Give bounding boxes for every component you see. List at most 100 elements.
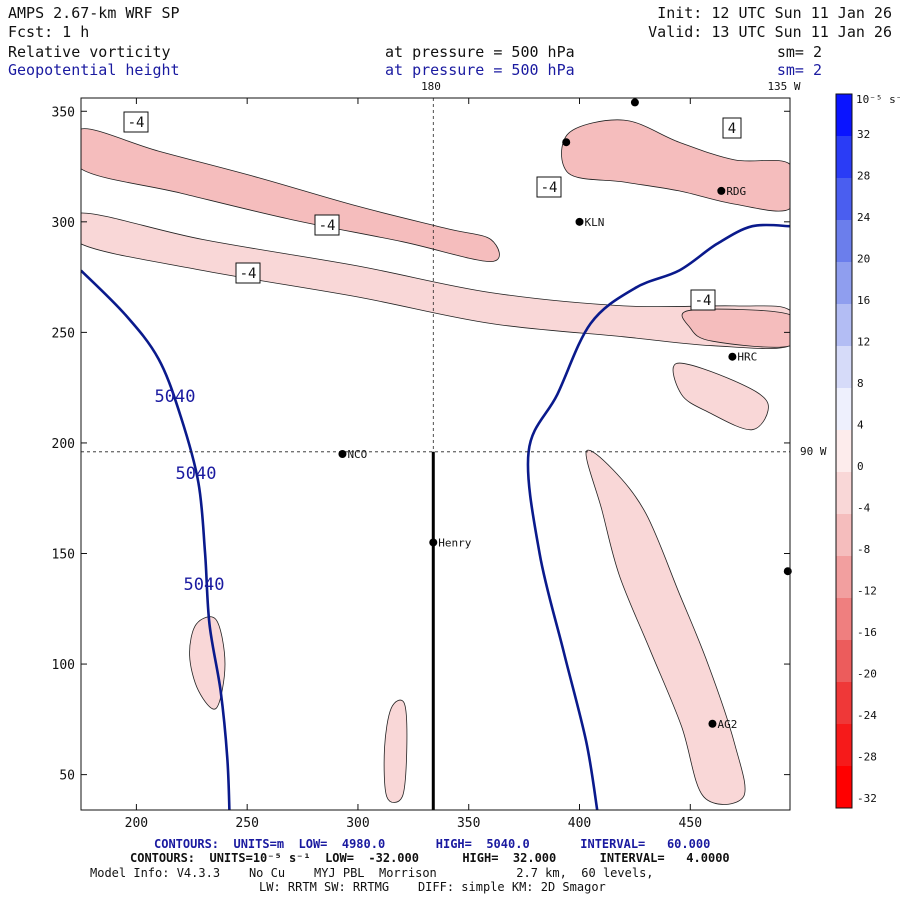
colorbar-swatch [836, 94, 852, 137]
svg-text:-4: -4 [541, 180, 558, 196]
plot-area: NCO Henry KLN RDG HRC AG2 -4 -4 -4 -4 -4 [52, 97, 792, 831]
y-tick-label: 350 [52, 105, 75, 120]
colorbar: 10⁻⁵ s⁻¹ 32 28 24 20 16 12 8 4 0 -4 -8 -12 -16 -20 -24… [835, 93, 900, 809]
y-tick-label: 300 [52, 216, 75, 231]
station-dot [338, 450, 347, 458]
lon-90w-label: 90 W [800, 445, 827, 458]
y-tick-label: 150 [52, 548, 75, 563]
field1-smoothing: sm= 2 [777, 43, 822, 61]
vorticity-bands [81, 119, 790, 805]
colorbar-swatch [836, 766, 852, 809]
init-time: Init: 12 UTC Sun 11 Jan 26 [657, 4, 892, 22]
colorbar-swatch [836, 598, 852, 641]
height-contour-5040 [526, 223, 790, 810]
colorbar-unit: 10⁻⁵ s⁻¹ [856, 93, 900, 106]
x-axis: 200 250 300 350 400 450 [125, 98, 702, 831]
svg-text:-4: -4 [319, 218, 336, 234]
vorticity-band [672, 362, 769, 431]
colorbar-swatch [836, 136, 852, 179]
height-contours [81, 223, 790, 810]
y-axis: 50 100 150 200 250 300 350 [52, 105, 790, 784]
colorbar-swatch [836, 304, 852, 347]
footer-physics: LW: RRTM SW: RRTMG DIFF: simple KM: 2D S… [259, 880, 606, 894]
height-labels: 5040 5040 5040 [155, 387, 225, 595]
lon-135w-label: 135 W [767, 80, 800, 93]
colorbar-swatch [836, 262, 852, 305]
colorbar-swatch [836, 514, 852, 557]
colorbar-swatch [836, 388, 852, 431]
colorbar-swatch [836, 640, 852, 683]
vorticity-band [681, 308, 790, 348]
footer-vorticity-contours: CONTOURS: UNITS=10⁻⁵ s⁻¹ LOW= -32.000 HI… [130, 851, 730, 865]
colorbar-tick-label: -32 [857, 792, 877, 805]
contour-label: -4 [314, 214, 340, 236]
y-tick-label: 250 [52, 326, 75, 341]
station-dot [630, 98, 639, 107]
station-dot [562, 138, 571, 147]
field1-level: at pressure = 500 hPa [385, 43, 575, 61]
valid-time: Valid: 13 UTC Sun 11 Jan 26 [648, 23, 892, 41]
colorbar-swatch [836, 346, 852, 389]
colorbar-swatch [836, 472, 852, 515]
footer-height-contours: CONTOURS: UNITS=m LOW= 4980.0 HIGH= 5040… [154, 837, 710, 851]
contour-label: 4 [722, 117, 742, 139]
colorbar-tick-label: 0 [857, 460, 864, 473]
x-tick-label: 450 [679, 816, 702, 831]
station-dot [728, 352, 737, 361]
colorbar-swatch [836, 556, 852, 599]
x-tick-label: 200 [125, 816, 148, 831]
height-label: 5040 [176, 464, 217, 484]
field1-name: Relative vorticity [8, 43, 171, 61]
height-label: 5040 [184, 575, 225, 595]
station-dot [708, 719, 717, 728]
forecast-hour: Fcst: 1 h [8, 23, 89, 41]
footer-model-info: Model Info: V4.3.3 No Cu MYJ PBL Morriso… [90, 866, 654, 880]
station-dot [783, 567, 792, 576]
field2-level: at pressure = 500 hPa [385, 61, 575, 79]
colorbar-tick-label: 16 [857, 294, 870, 307]
x-tick-label: 300 [346, 816, 369, 831]
y-tick-label: 50 [59, 769, 75, 784]
vorticity-band [81, 212, 790, 349]
y-tick-label: 200 [52, 437, 75, 452]
station-dot [717, 186, 726, 195]
station-label: AG2 [717, 718, 737, 731]
contour-label: -4 [536, 176, 562, 198]
contour-label: -4 [235, 262, 261, 284]
colorbar-swatch [836, 724, 852, 767]
vorticity-band [561, 119, 790, 212]
x-tick-label: 400 [568, 816, 591, 831]
colorbar-tick-label: -28 [857, 751, 877, 764]
colorbar-tick-label: -16 [857, 626, 877, 639]
field2-name: Geopotential height [8, 61, 180, 79]
colorbar-tick-label: -12 [857, 585, 877, 598]
svg-text:-4: -4 [695, 293, 712, 309]
x-tick-label: 250 [235, 816, 258, 831]
colorbar-swatch [836, 430, 852, 473]
station-label: Henry [438, 536, 471, 549]
svg-text:-4: -4 [240, 266, 257, 282]
colorbar-tick-label: 12 [857, 336, 870, 349]
colorbar-tick-label: -24 [857, 709, 877, 722]
colorbar-tick-label: 20 [857, 253, 870, 266]
vorticity-band [189, 616, 226, 710]
height-contour-5040 [81, 269, 231, 810]
colorbar-tick-label: -8 [857, 543, 870, 556]
colorbar-swatch [836, 178, 852, 221]
contour-labels: -4 -4 -4 -4 -4 4 [123, 111, 742, 311]
station-dot [429, 538, 438, 547]
y-tick-label: 100 [52, 658, 75, 673]
station-label: RDG [726, 185, 746, 198]
colorbar-tick-label: -20 [857, 668, 877, 681]
model-title: AMPS 2.67-km WRF SP [8, 4, 180, 22]
station-label: HRC [737, 351, 757, 364]
station-label: NCO [347, 448, 367, 461]
colorbar-tick-label: 28 [857, 170, 870, 183]
x-tick-label: 350 [457, 816, 480, 831]
colorbar-tick-label: -4 [857, 502, 871, 515]
colorbar-tick-label: 24 [857, 211, 871, 224]
svg-text:-4: -4 [128, 115, 145, 131]
lon-180-label: 180 [421, 80, 441, 93]
colorbar-swatch [836, 220, 852, 263]
